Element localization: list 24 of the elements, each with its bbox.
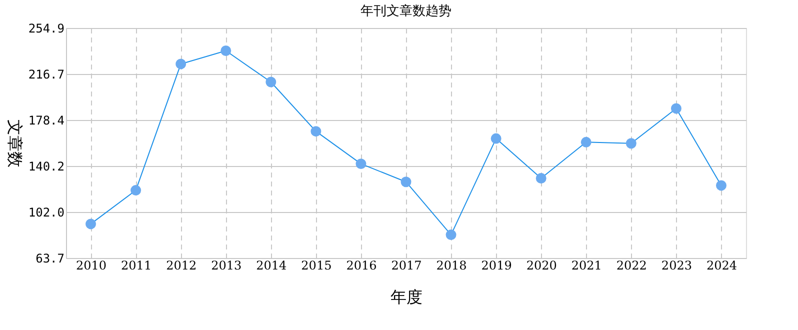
x-tick-label: 2010 xyxy=(76,258,107,272)
chart-title: 年刊文章数趋势 xyxy=(360,4,452,19)
x-tick-label: 2021 xyxy=(571,258,602,272)
x-axis-title: 年度 xyxy=(390,288,422,306)
y-tick-label: 63.7 xyxy=(36,252,64,266)
y-tick-label: 216.7 xyxy=(28,67,64,82)
y-tick-label: 178.4 xyxy=(28,114,64,128)
x-tick-label: 2015 xyxy=(301,258,332,272)
y-axis-title: 文章数 xyxy=(5,120,24,168)
x-tick-label: 2016 xyxy=(346,258,377,272)
x-tick-label: 2020 xyxy=(526,258,557,272)
x-tick-label: 2012 xyxy=(166,258,197,272)
x-tick-label: 2023 xyxy=(661,258,692,272)
x-tick-label: 2014 xyxy=(256,258,288,272)
x-tick-label: 2022 xyxy=(616,258,647,272)
y-tick-label: 140.2 xyxy=(28,159,64,174)
x-tick-label: 2013 xyxy=(211,258,242,272)
x-tick-label: 2018 xyxy=(436,258,467,272)
y-tick-label: 102.0 xyxy=(28,205,64,220)
x-tick-label: 2019 xyxy=(481,258,512,272)
x-tick-label: 2011 xyxy=(121,258,152,272)
x-tick-label: 2024 xyxy=(706,258,738,272)
x-tick-label: 2017 xyxy=(391,258,422,272)
y-tick-label: 254.9 xyxy=(28,22,64,36)
